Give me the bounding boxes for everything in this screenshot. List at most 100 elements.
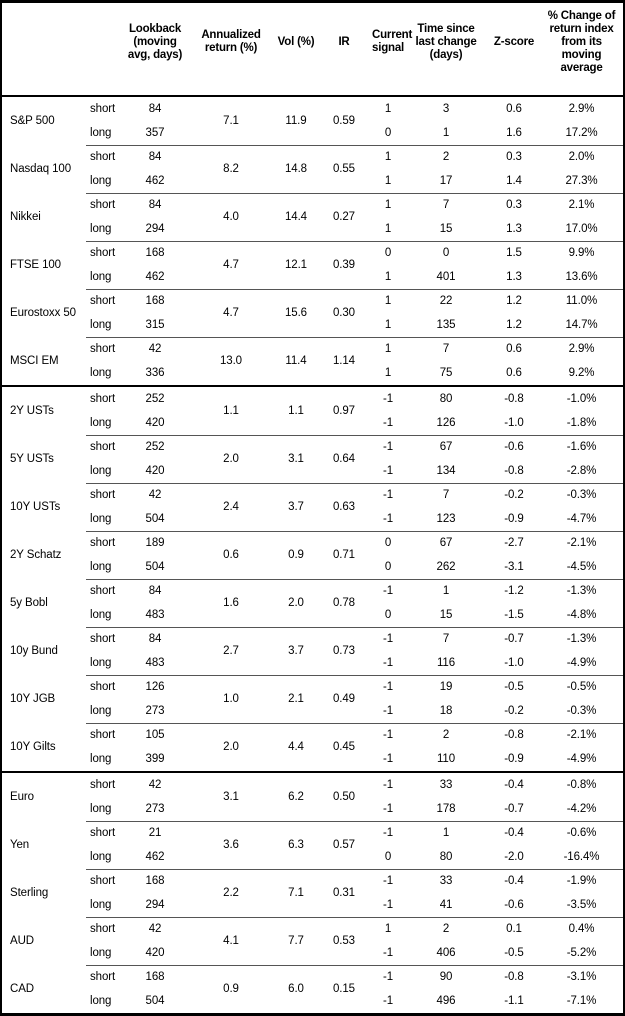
annualized-return-value: 2.2 [223, 886, 239, 899]
ir-value: 0.59 [333, 114, 355, 127]
lookback-short-value: 84 [148, 632, 162, 645]
time-since-long-value: 135 [436, 318, 456, 331]
zscore-short-value: 0.6 [506, 342, 522, 355]
row-label-long: long [90, 704, 112, 717]
row-label-long: long [90, 126, 112, 139]
lookback-long-value: 357 [145, 126, 165, 139]
zscore-long-value: 1.6 [506, 126, 522, 139]
time-since-short-value: 0 [442, 246, 450, 259]
annualized-return-value: 3.1 [223, 790, 239, 803]
pct-change-long-value: 9.2% [568, 366, 595, 379]
table-section-currencies: Euro short long 42 273 3.1 6.2 0.50 -1 -… [2, 771, 623, 1013]
row-label-long: long [90, 270, 112, 283]
row-label-long: long [90, 802, 112, 815]
zscore-long-value: 1.3 [506, 270, 522, 283]
row-label-long: long [90, 850, 112, 863]
lookback-long-value: 315 [145, 318, 165, 331]
row-label-long: long [90, 222, 112, 235]
asset-name: CAD [10, 982, 34, 995]
signal-short-value: 1 [384, 922, 392, 935]
pct-change-long-value: 27.3% [565, 174, 598, 187]
row-label-long: long [90, 318, 112, 331]
vol-value: 1.1 [288, 404, 304, 417]
asset-group: 10Y USTs short long 42 504 2.4 3.7 0.63 … [2, 483, 623, 531]
zscore-short-value: -0.6 [504, 440, 524, 453]
table-body: S&P 500 short long 84 357 7.1 11.9 0.59 … [2, 97, 623, 1013]
annualized-return-value: 13.0 [220, 354, 242, 367]
asset-group: 2Y USTs short long 252 420 1.1 1.1 0.97 … [2, 387, 623, 435]
asset-group: Yen short long 21 462 3.6 6.3 0.57 -1 0 … [2, 821, 623, 869]
table-header-row: Lookback (moving avg, days) Annualized r… [2, 3, 623, 97]
asset-group: FTSE 100 short long 168 462 4.7 12.1 0.3… [2, 241, 623, 289]
asset-name: 10Y JGB [10, 692, 56, 705]
row-label-short: short [90, 922, 116, 935]
lookback-short-value: 168 [145, 874, 165, 887]
zscore-long-value: -1.0 [504, 656, 524, 669]
lookback-long-value: 420 [145, 946, 165, 959]
asset-group: 10y Bund short long 84 483 2.7 3.7 0.73 … [2, 627, 623, 675]
row-label-short: short [90, 874, 116, 887]
lookback-long-value: 420 [145, 416, 165, 429]
row-label-short: short [90, 150, 116, 163]
zscore-short-value: -0.8 [504, 392, 524, 405]
row-label-short: short [90, 632, 116, 645]
ir-value: 0.53 [333, 934, 355, 947]
pct-change-short-value: -2.1% [566, 728, 597, 741]
signal-long-value: -1 [382, 416, 394, 429]
signal-short-value: 0 [384, 246, 392, 259]
ir-value: 1.14 [333, 354, 355, 367]
time-since-short-value: 1 [442, 584, 450, 597]
signal-short-value: -1 [382, 392, 394, 405]
annualized-return-value: 2.7 [223, 644, 239, 657]
annualized-return-value: 4.0 [223, 210, 239, 223]
time-since-short-value: 33 [439, 874, 453, 887]
zscore-short-value: 0.6 [506, 102, 522, 115]
lookback-short-value: 252 [145, 392, 165, 405]
annualized-return-value: 7.1 [223, 114, 239, 127]
signal-short-value: 1 [384, 198, 392, 211]
pct-change-short-value: 0.4% [568, 922, 595, 935]
signal-short-value: -1 [382, 970, 394, 983]
signal-long-value: -1 [382, 704, 394, 717]
zscore-short-value: -2.7 [504, 536, 524, 549]
annualized-return-value: 2.0 [223, 740, 239, 753]
zscore-short-value: 0.3 [506, 198, 522, 211]
time-since-long-value: 15 [439, 222, 453, 235]
asset-name: Nasdaq 100 [10, 162, 72, 175]
vol-value: 7.7 [288, 934, 304, 947]
zscore-long-value: -3.1 [504, 560, 524, 573]
vol-value: 4.4 [288, 740, 304, 753]
pct-change-short-value: -1.6% [566, 440, 597, 453]
lookback-short-value: 84 [148, 198, 162, 211]
pct-change-short-value: 2.1% [568, 198, 595, 211]
lookback-long-value: 420 [145, 464, 165, 477]
annualized-return-value: 0.6 [223, 548, 239, 561]
signal-long-value: 1 [384, 270, 392, 283]
lookback-long-value: 273 [145, 704, 165, 717]
pct-change-long-value: 14.7% [565, 318, 598, 331]
asset-name: 10y Bund [10, 644, 58, 657]
row-label-long: long [90, 608, 112, 621]
signal-long-value: -1 [382, 656, 394, 669]
pct-change-short-value: 11.0% [565, 294, 598, 307]
signal-long-value: -1 [382, 464, 394, 477]
vol-value: 7.1 [288, 886, 304, 899]
col-header-lookback: Lookback (moving avg, days) [127, 22, 183, 61]
signal-short-value: -1 [382, 584, 394, 597]
zscore-long-value: -0.8 [504, 464, 524, 477]
lookback-short-value: 168 [145, 246, 165, 259]
annualized-return-value: 1.1 [223, 404, 239, 417]
col-header-time-since-change: Time since last change (days) [415, 22, 477, 61]
zscore-short-value: 1.2 [506, 294, 522, 307]
asset-name: 5y Bobl [10, 596, 48, 609]
ir-value: 0.64 [333, 452, 355, 465]
ir-value: 0.73 [333, 644, 355, 657]
zscore-long-value: 1.4 [506, 174, 522, 187]
signal-long-value: -1 [382, 802, 394, 815]
row-label-short: short [90, 826, 116, 839]
signal-long-value: 0 [384, 850, 392, 863]
zscore-long-value: 1.3 [506, 222, 522, 235]
pct-change-long-value: -4.9% [566, 752, 597, 765]
col-header-ir: IR [338, 35, 350, 48]
pct-change-long-value: -16.4% [563, 850, 600, 863]
